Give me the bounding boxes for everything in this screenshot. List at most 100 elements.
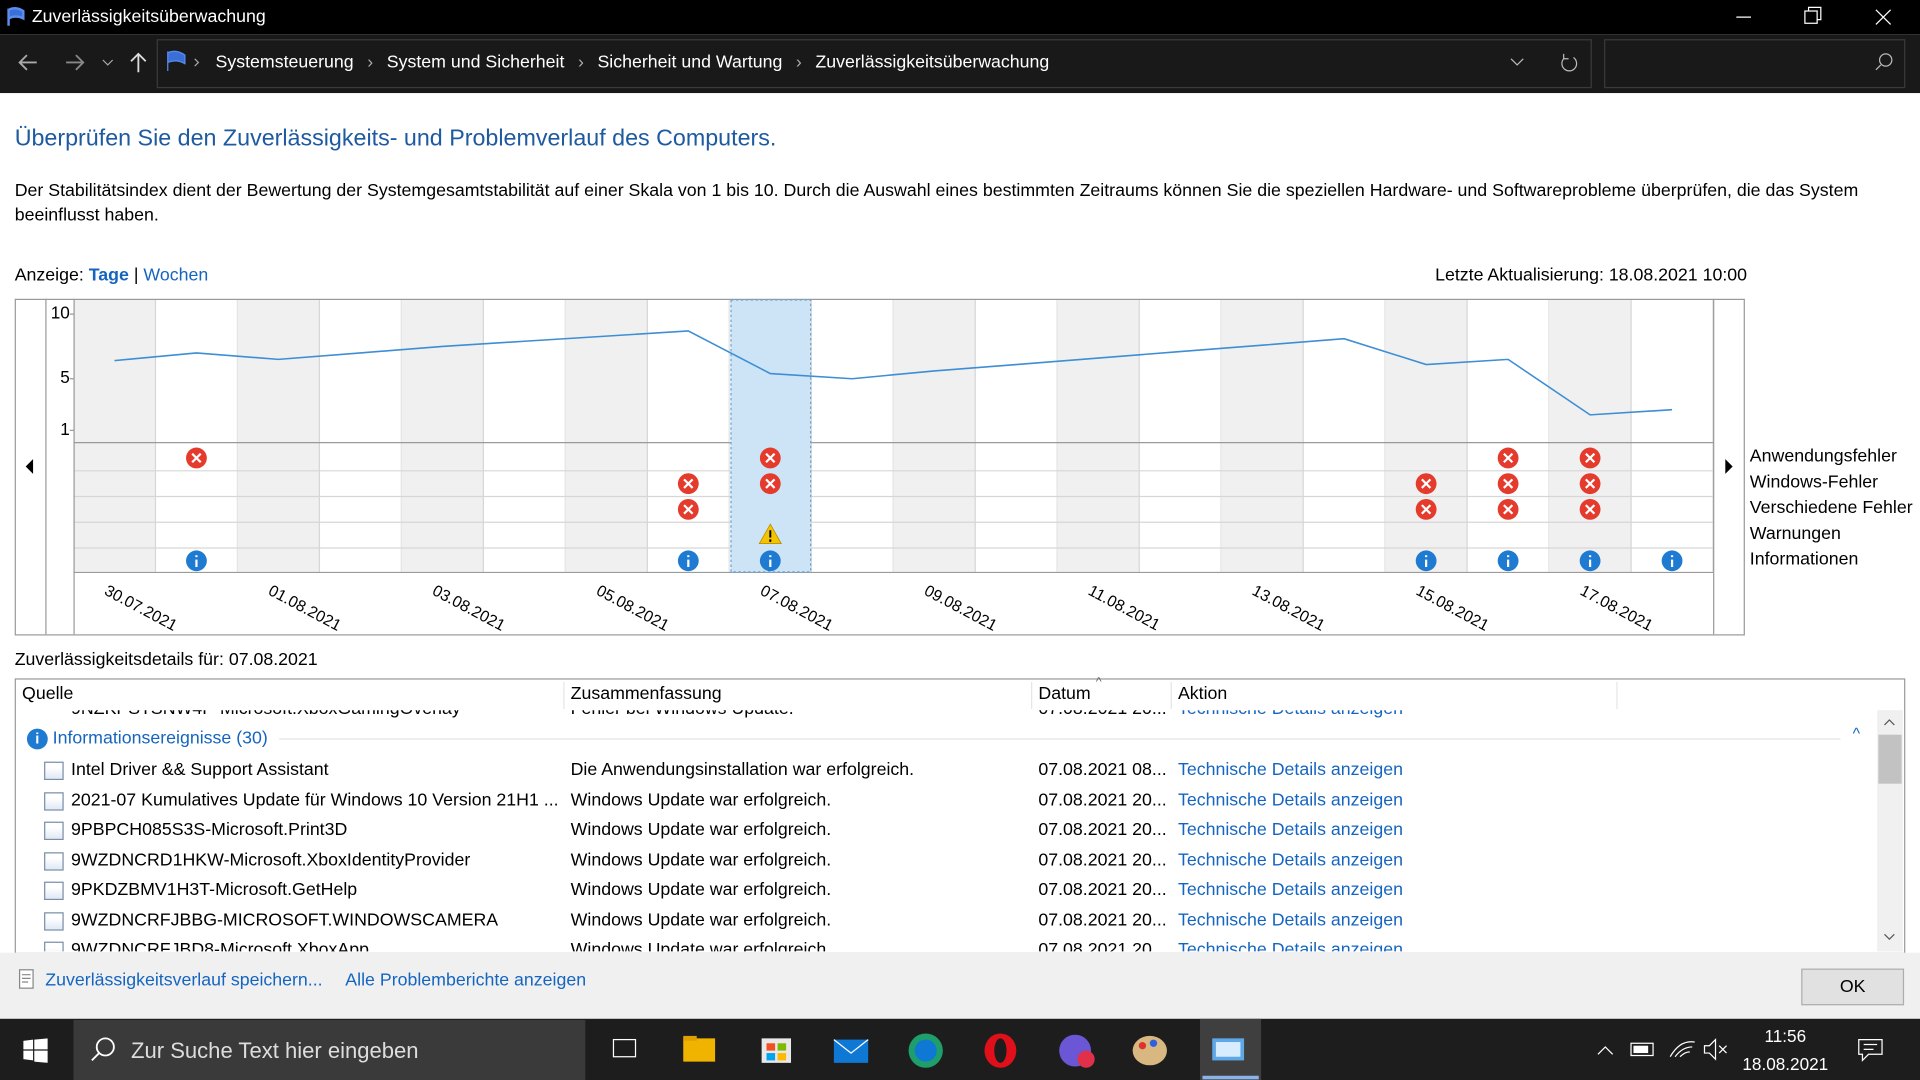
row-icon xyxy=(44,761,64,781)
column-shade xyxy=(893,300,976,572)
table-body: 9NZKPSTSNW4P-Microsoft.XboxGamingOverlay… xyxy=(16,710,1877,952)
column-shade xyxy=(401,300,484,572)
clock-date: 18.08.2021 xyxy=(1742,1054,1829,1074)
action[interactable]: Technische Details anzeigen xyxy=(1178,710,1594,719)
warning-icon xyxy=(758,523,782,545)
error-icon xyxy=(1415,498,1437,520)
scroll-left[interactable] xyxy=(25,459,34,474)
table-row[interactable]: 9WZDNCRD1HKW-Microsoft.XboxIdentityProvi… xyxy=(16,846,1877,875)
error-icon xyxy=(1497,473,1519,495)
breadcrumb-item[interactable]: Zuverlässigkeitsüberwachung xyxy=(815,52,1050,73)
table-header: Quelle Zusammenfassung Datum Aktion ^ xyxy=(16,676,1877,709)
address-buttons[interactable] xyxy=(1500,47,1586,81)
error-x xyxy=(1503,452,1514,464)
error-x xyxy=(1421,504,1432,515)
breadcrumb: Systemsteuerung › System und Sicherheit › Si… xyxy=(216,53,1050,73)
clock-time: 11:56 xyxy=(1764,1026,1807,1046)
breadcrumb-item[interactable]: System und Sicherheit xyxy=(386,52,565,73)
summary: Fehler bei Windows Update. xyxy=(571,710,1027,719)
search-box[interactable] xyxy=(1604,39,1906,89)
title-bar xyxy=(0,0,1920,35)
table-row[interactable]: 2021-07 Kumulatives Update für Windows 1… xyxy=(16,786,1877,815)
system-tray[interactable] xyxy=(1592,1035,1739,1064)
action[interactable]: Technische Details anzeigen xyxy=(1177,790,1403,811)
taskbar-search[interactable] xyxy=(73,1020,586,1080)
ok-button[interactable]: OK xyxy=(1801,968,1905,1006)
summary: Windows Update war erfolgreich. xyxy=(570,790,832,811)
group-icon: i xyxy=(26,728,48,750)
summary: Windows Update war erfolgreich. xyxy=(570,820,832,841)
error-icon xyxy=(1579,447,1601,469)
window-controls[interactable] xyxy=(1714,0,1920,34)
summary: Windows Update war erfolgreich. xyxy=(570,850,832,871)
info-icon xyxy=(1579,550,1601,572)
table-row[interactable]: 9WZDNCRFJBD8-Microsoft.XboxApp Windows Up… xyxy=(16,936,1877,952)
reports-link[interactable]: Alle Problemberichte anzeigen xyxy=(345,971,587,991)
table-row[interactable]: 9PKDZBMV1H3T-Microsoft.GetHelp Windows Up… xyxy=(16,876,1877,905)
description: Der Stabilitätsindex dient der Bewertung… xyxy=(14,181,1859,226)
notifications[interactable] xyxy=(1856,1036,1885,1063)
summary: Windows Update war erfolgreich. xyxy=(570,910,832,931)
column-divider xyxy=(1031,682,1033,709)
column-header[interactable]: Datum xyxy=(1038,684,1091,705)
window-title: Zuverlässigkeitsüberwachung xyxy=(31,7,266,27)
scroll-right[interactable] xyxy=(1725,459,1733,474)
action[interactable]: Technische Details anzeigen xyxy=(1177,880,1403,901)
table-row[interactable]: 9WZDNCRFJBBG-MICROSOFT.WINDOWSCAMERA Wind… xyxy=(16,906,1877,935)
column-header[interactable]: Zusammenfassung xyxy=(570,684,722,705)
error-icon xyxy=(677,498,699,520)
info-icon xyxy=(1497,550,1519,572)
row-icon xyxy=(44,911,64,931)
group-line xyxy=(279,738,1841,740)
search-glass xyxy=(91,1037,115,1062)
action[interactable]: Technische Details anzeigen xyxy=(1177,760,1403,781)
details-label: Zuverlässigkeitsdetails für: 07.08.2021 xyxy=(14,650,318,670)
view-weeks[interactable]: Wochen xyxy=(143,265,209,286)
action[interactable]: Technische Details anzeigen xyxy=(1177,940,1403,952)
view-days[interactable]: Tage xyxy=(88,265,129,286)
scroll-thumb[interactable] xyxy=(1878,734,1902,784)
column-header[interactable]: Quelle xyxy=(22,684,74,705)
source: 2021-07 Kumulatives Update für Windows 1… xyxy=(71,790,559,811)
event-row-label: Anwendungsfehler xyxy=(1749,446,1897,467)
taskbar-apps[interactable] xyxy=(600,1018,1262,1080)
start-button[interactable] xyxy=(23,1038,48,1063)
table-row[interactable]: 9PBPCH085S3S-Microsoft.Print3D Windows Up… xyxy=(16,816,1877,845)
breadcrumb-item[interactable]: Sicherheit und Wartung xyxy=(597,52,783,73)
action[interactable]: Technische Details anzeigen xyxy=(1177,850,1403,871)
group-label: Informationsereignisse (30) xyxy=(52,728,268,749)
breadcrumb-separator: › xyxy=(795,52,802,73)
source: 9PBPCH085S3S-Microsoft.Print3D xyxy=(71,820,348,841)
table-row[interactable]: Intel Driver && Support Assistant Die Anw… xyxy=(16,756,1877,785)
nav-bar xyxy=(0,34,1920,94)
error-x xyxy=(683,478,694,489)
event-row-label: Informationen xyxy=(1749,549,1859,570)
group-header[interactable]: i Informationsereignisse (30) ^ xyxy=(16,724,1877,753)
source: Intel Driver && Support Assistant xyxy=(71,760,329,781)
y-tick-label: 10 xyxy=(51,303,70,323)
summary: Windows Update war erfolgreich. xyxy=(570,880,832,901)
save-icon xyxy=(18,969,34,989)
event-row-label: Windows-Fehler xyxy=(1749,472,1879,493)
group-collapse[interactable]: ^ xyxy=(1852,723,1861,743)
view-separator: | xyxy=(133,265,139,286)
scroll-arrows[interactable] xyxy=(1877,710,1903,951)
address-box[interactable] xyxy=(156,39,1592,89)
action[interactable]: Technische Details anzeigen xyxy=(1177,820,1403,841)
source: 9PKDZBMV1H3T-Microsoft.GetHelp xyxy=(71,880,358,901)
date: 07.08.2021 20... xyxy=(1038,790,1167,811)
breadcrumb-item[interactable]: Systemsteuerung xyxy=(215,52,354,73)
action[interactable]: Technische Details anzeigen xyxy=(1177,910,1403,931)
column-header[interactable]: Aktion xyxy=(1177,684,1228,705)
table-row[interactable]: 9NZKPSTSNW4P-Microsoft.XboxGamingOverlay… xyxy=(16,710,1877,723)
row-icon xyxy=(44,941,64,952)
info-icon xyxy=(1415,550,1437,572)
event-row-label: Verschiedene Fehler xyxy=(1749,498,1913,518)
column-shade xyxy=(1385,300,1468,572)
error-x xyxy=(1421,478,1432,489)
column-shade xyxy=(73,300,156,572)
nav-buttons[interactable] xyxy=(0,34,220,93)
save-link[interactable]: Zuverlässigkeitsverlauf speichern... xyxy=(45,971,323,991)
